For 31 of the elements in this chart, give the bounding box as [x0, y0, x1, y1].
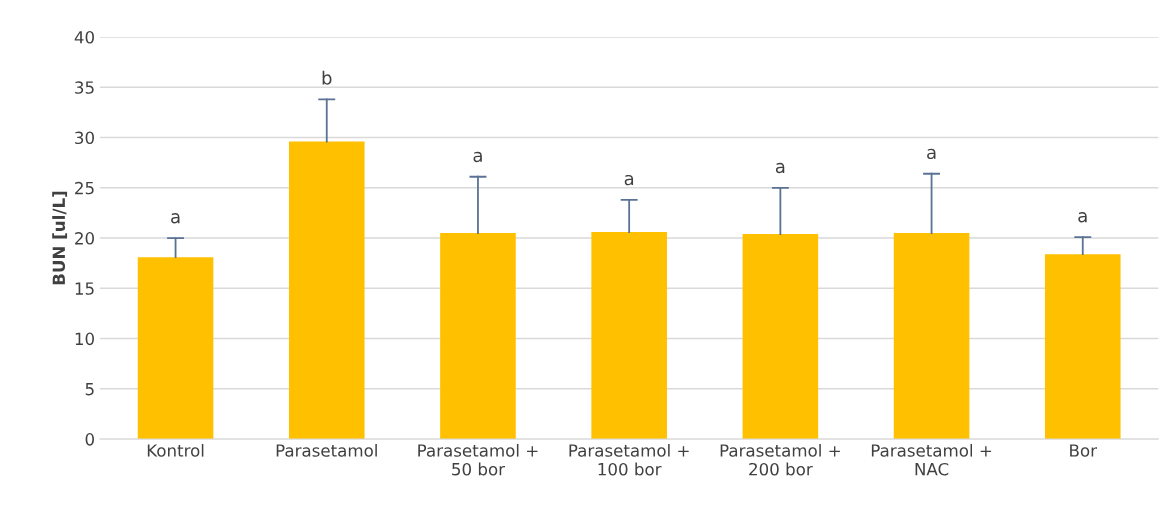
y-tick-label: 10 — [75, 332, 94, 346]
annotation: a — [171, 213, 180, 224]
x-tick-label: Parasetamol + 50 bor — [418, 443, 538, 476]
x-tick-label: Parasetamol + 100 bor — [569, 443, 689, 476]
bar — [288, 141, 365, 440]
y-axis-title: BUN [ul/L] — [52, 191, 68, 285]
bar — [440, 233, 516, 440]
bar — [591, 232, 667, 440]
y-tick-label: 5 — [85, 383, 94, 396]
y-tick-label: 25 — [75, 181, 94, 195]
y-tick-label: 30 — [75, 131, 94, 145]
y-tick-label: 35 — [75, 81, 94, 94]
x-tick-label: Kontrol — [147, 443, 204, 457]
y-tick-label: 40 — [74, 30, 94, 44]
x-tick-label: Parasetamol + 200 bor — [720, 443, 840, 476]
x-tick-label: Parasetamol — [276, 443, 377, 457]
x-tick-label: Parasetamol + NAC — [871, 443, 992, 476]
y-tick-label: 20 — [75, 232, 94, 245]
annotation: a — [624, 174, 634, 186]
bar — [893, 233, 970, 440]
annotation: b — [322, 70, 332, 85]
annotation: a — [775, 162, 785, 174]
annotation: a — [473, 151, 482, 163]
y-tick-label: 0 — [85, 433, 94, 446]
bar — [742, 234, 819, 440]
annotation: a — [927, 148, 936, 160]
y-tick-label: 15 — [75, 282, 94, 295]
x-tick-label: Bor — [1070, 444, 1097, 457]
bar — [137, 257, 214, 440]
annotation: a — [1078, 212, 1087, 223]
bar — [1044, 254, 1121, 440]
